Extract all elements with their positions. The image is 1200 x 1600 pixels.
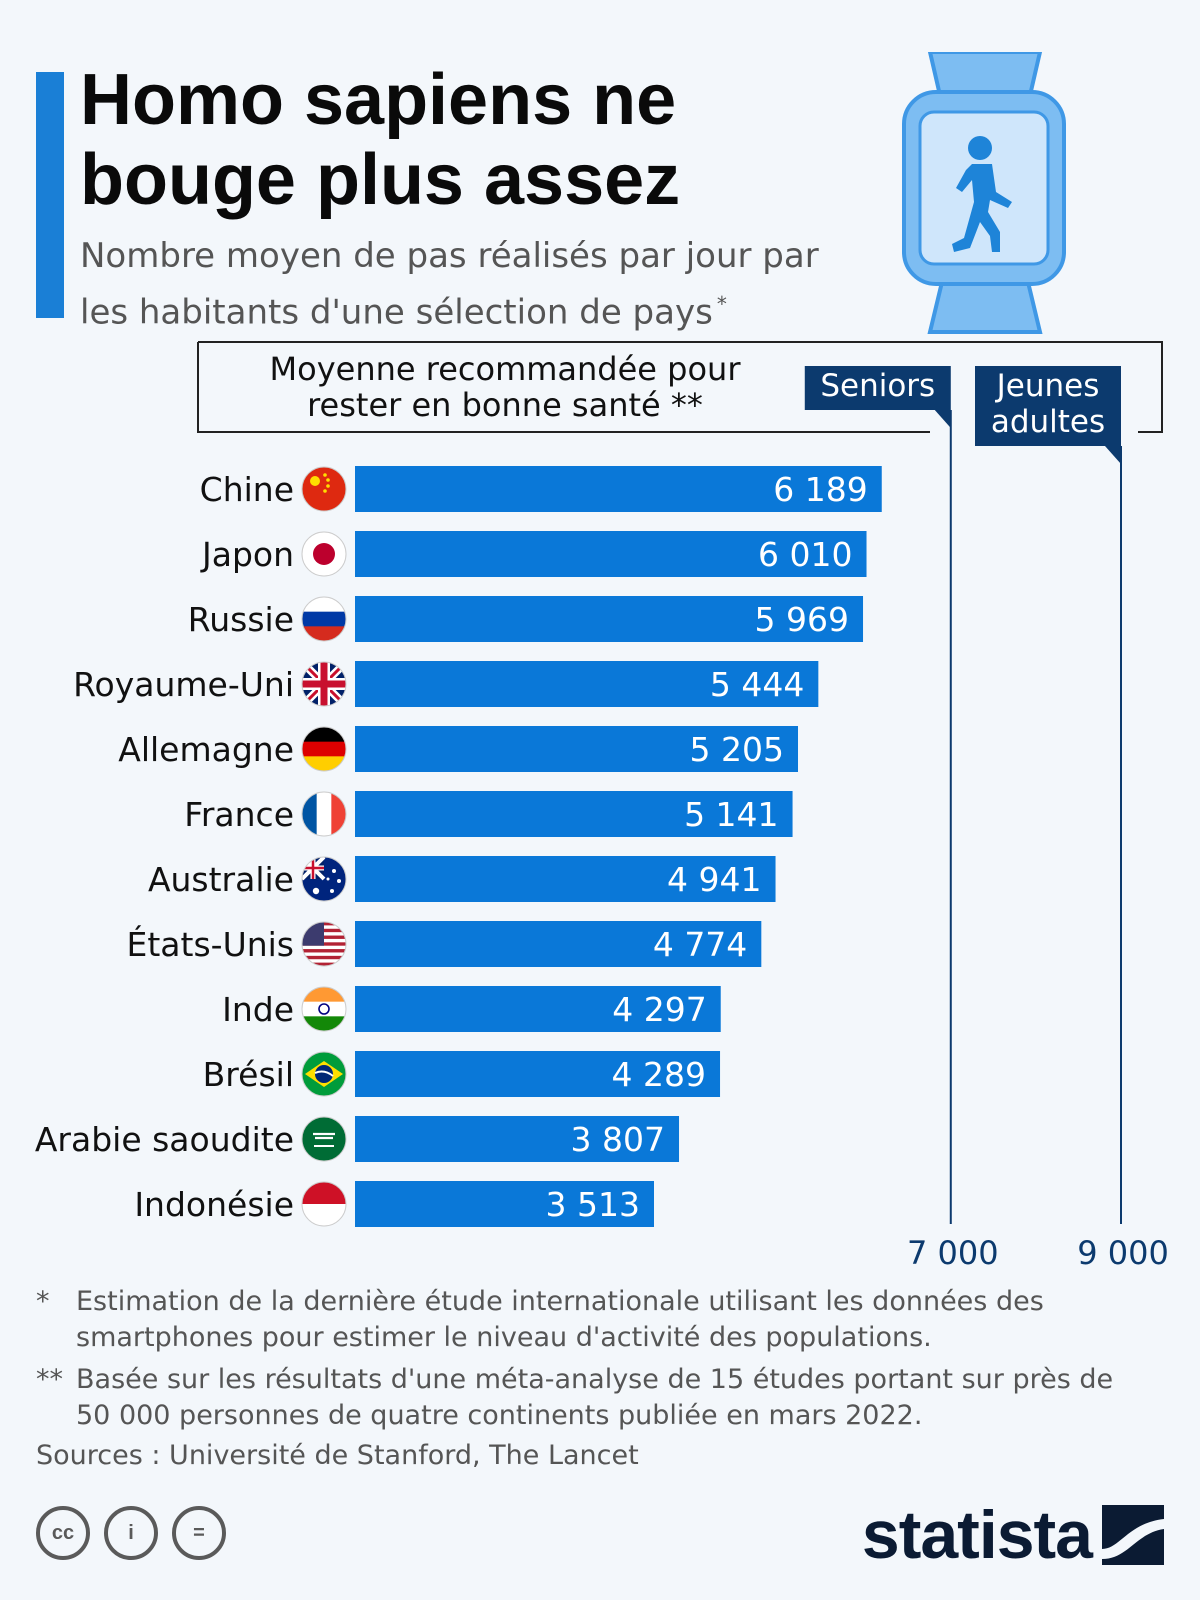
footnote: ** Basée sur les résultats d'une méta-an…: [36, 1362, 1156, 1434]
category-label: Allemagne: [118, 730, 294, 769]
flag-icon: [301, 661, 347, 707]
bar: [355, 596, 864, 642]
axis-tick-label: 9 000: [1077, 1234, 1169, 1272]
flag-icon: [301, 791, 347, 837]
footnote-mark: **: [36, 1364, 63, 1395]
brand-name: statista: [861, 1497, 1093, 1573]
attribution-icon: i: [104, 1506, 158, 1560]
bar: [355, 1116, 680, 1162]
reference-line-label: Seniors: [820, 368, 935, 404]
category-label: Indonésie: [134, 1185, 294, 1224]
category-label: Brésil: [203, 1055, 294, 1094]
sources-line: Sources : Université de Stanford, The La…: [36, 1440, 639, 1471]
footnote-text: Basée sur les résultats d'une méta-analy…: [76, 1364, 1114, 1431]
bar-row: Japon 6 010: [200, 531, 867, 577]
data-label: 3 513: [546, 1185, 640, 1224]
title-accent-bar: [36, 72, 64, 318]
flag-icon: [301, 986, 347, 1032]
footnote-mark: *: [36, 1286, 50, 1317]
data-label: 4 297: [612, 990, 706, 1029]
bar-row: Royaume-Uni 5 444: [73, 661, 819, 707]
flag-icon: [301, 531, 347, 577]
flag-icon: [301, 921, 347, 967]
flag-icon: [301, 1116, 347, 1162]
category-label: Russie: [188, 600, 294, 639]
reference-line-label: Jeunes: [995, 368, 1100, 404]
bar-row: Inde 4 297: [222, 986, 721, 1032]
reference-box-label: Moyenne recommandée pour: [270, 350, 742, 388]
footnotes: * Estimation de la dernière étude intern…: [36, 1284, 1156, 1471]
license-icons: cc i =: [36, 1506, 226, 1560]
bar: [355, 531, 867, 577]
bar-row: Brésil 4 289: [203, 1051, 721, 1097]
category-label: États-Unis: [127, 924, 294, 964]
bar-row: France 5 141: [184, 791, 793, 837]
bar-row: Chine 6 189: [200, 466, 882, 512]
bar: [355, 726, 799, 772]
bar-row: Allemagne 5 205: [118, 726, 799, 772]
footnote: * Estimation de la dernière étude intern…: [36, 1284, 1156, 1356]
data-label: 6 189: [773, 470, 867, 509]
page-subtitle: Nombre moyen de pas réalisés par jour pa…: [80, 232, 870, 336]
bar: [355, 986, 721, 1032]
flag-icon: [301, 466, 347, 512]
bar-row: Australie 4 941: [148, 856, 776, 902]
bar: [355, 1181, 654, 1227]
bar-chart: Moyenne recommandée pour rester en bonne…: [35, 341, 1169, 1272]
bar-row: Indonésie 3 513: [134, 1181, 654, 1227]
reference-box: Moyenne recommandée pour rester en bonne…: [197, 341, 1163, 433]
data-label: 3 807: [571, 1120, 665, 1159]
bar: [355, 921, 762, 967]
bar: [355, 791, 793, 837]
bar-row: États-Unis 4 774: [127, 921, 762, 967]
bar-row: Arabie saoudite 3 807: [35, 1116, 680, 1162]
subtitle-text: Nombre moyen de pas réalisés par jour pa…: [80, 236, 819, 333]
subtitle-footnote-mark: *: [716, 292, 727, 316]
reference-box-label-2: rester en bonne santé **: [307, 386, 703, 424]
data-label: 6 010: [758, 535, 852, 574]
flag-icon: [301, 726, 347, 772]
bar: [355, 661, 819, 707]
reference-line-seniors: Seniors 7 000: [804, 366, 999, 1272]
data-label: 5 444: [710, 665, 804, 704]
statista-mark-icon: [1102, 1505, 1164, 1565]
category-label: Japon: [200, 535, 294, 574]
data-label: 4 289: [612, 1055, 706, 1094]
data-label: 4 941: [667, 860, 761, 899]
category-label: Inde: [222, 990, 294, 1029]
bar: [355, 856, 776, 902]
statista-logo[interactable]: statista: [862, 1496, 1164, 1574]
axis-tick-label: 7 000: [907, 1234, 999, 1272]
bar: [355, 1051, 721, 1097]
bar-row: Russie 5 969: [188, 596, 864, 642]
no-derivatives-icon: =: [172, 1506, 226, 1560]
data-label: 4 774: [653, 925, 747, 964]
data-label: 5 969: [755, 600, 849, 639]
category-label: Arabie saoudite: [35, 1120, 294, 1159]
flag-icon: [301, 596, 347, 642]
page-title: Homo sapiens ne bouge plus assez: [80, 60, 681, 220]
flag-icon: [301, 856, 347, 902]
category-label: Royaume-Uni: [73, 665, 294, 704]
footnote-text: Estimation de la dernière étude internat…: [76, 1286, 1044, 1353]
category-label: France: [184, 795, 294, 834]
bar: [355, 466, 882, 512]
reference-line-label: adultes: [991, 404, 1105, 440]
category-label: Chine: [200, 470, 294, 509]
category-label: Australie: [148, 860, 294, 899]
data-label: 5 205: [690, 730, 784, 769]
smartwatch-walking-icon: [902, 52, 1066, 334]
data-label: 5 141: [684, 795, 778, 834]
flag-icon: [301, 1181, 347, 1227]
cc-icon: cc: [36, 1506, 90, 1560]
flag-icon: [301, 1051, 347, 1097]
